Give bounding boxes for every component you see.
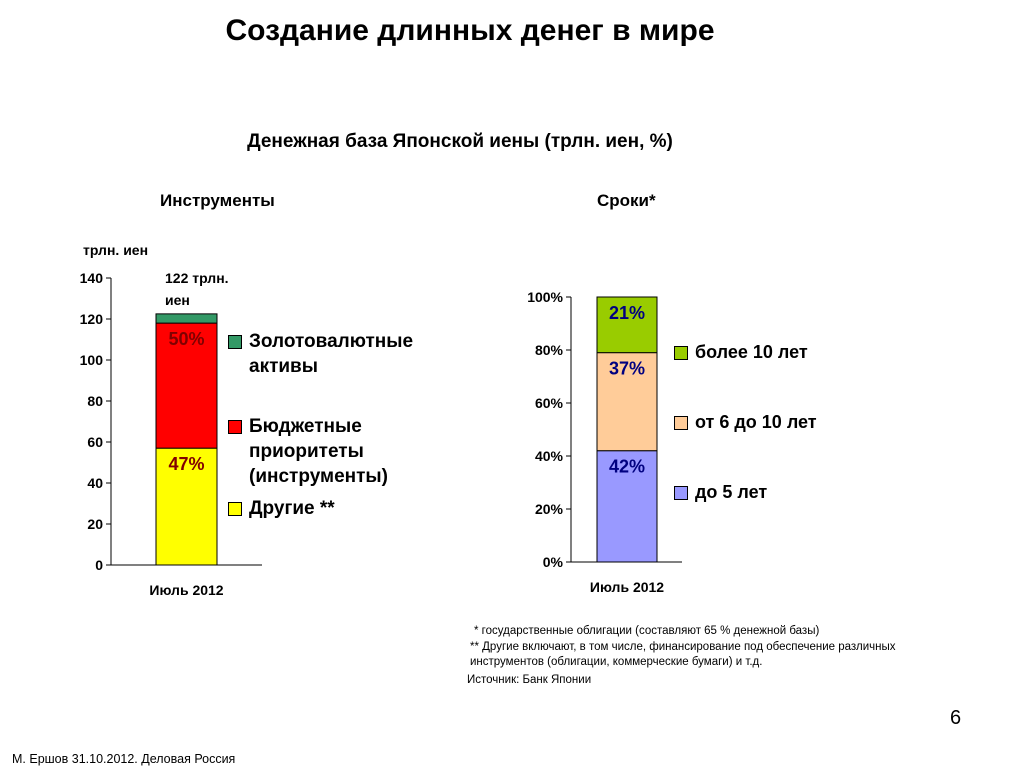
total-annotation-line1: 122 трлн.: [165, 270, 229, 286]
maturity-y-tick-label: 80%: [535, 342, 564, 358]
instruments-y-tick-label: 80: [87, 393, 103, 409]
instruments-y-tick-label: 60: [87, 434, 103, 450]
instruments-data-label-1: 50%: [168, 329, 204, 349]
legend-label-over-10: более 10 лет: [695, 342, 808, 362]
legend-swatch-over-10: [674, 346, 688, 360]
instruments-data-label-0: 47%: [168, 454, 204, 474]
left-unit-label: трлн. иен: [83, 242, 149, 258]
instruments-y-tick-label: 0: [95, 557, 103, 573]
maturity-bar-segment-0: [596, 450, 658, 563]
instruments-bar-segment-2: [155, 313, 218, 324]
footer-author: М. Ершов 31.10.2012. Деловая Россия: [12, 752, 236, 766]
legend-label-fx-assets-1: Золотовалютные: [249, 331, 414, 352]
instruments-y-tick-label: 120: [80, 311, 104, 327]
instruments-y-tick-label: 100: [80, 352, 104, 368]
legend-swatch-6-10: [674, 416, 688, 430]
legend-swatch-fx-assets: [228, 335, 242, 349]
legend-label-budget-2: приоритеты: [249, 441, 364, 462]
legend-item-over-10: более 10 лет: [674, 341, 874, 363]
maturity-bar-segment-2: [596, 296, 658, 354]
instruments-y-tick-label: 20: [87, 516, 103, 532]
footnote-3: инструментов (облигации, коммерческие бу…: [470, 656, 763, 668]
maturity-category-label: Июль 2012: [590, 579, 664, 595]
legend-label-fx-assets-2: активы: [249, 356, 318, 377]
legend-swatch-budget: [228, 420, 242, 434]
total-annotation-line2: иен: [165, 292, 190, 308]
legend-item-fx-assets: Золотовалютные активы: [228, 329, 448, 379]
footnote-2: ** Другие включают, в том числе, финанси…: [470, 641, 896, 653]
maturity-legend: более 10 лет от 6 до 10 лет до 5 лет: [674, 341, 874, 503]
chart-subtitle: Денежная база Японской иены (трлн. иен, …: [247, 131, 673, 152]
legend-item-under-5: до 5 лет: [674, 481, 874, 503]
maturity-data-label-1: 37%: [609, 359, 645, 379]
left-panel-heading: Инструменты: [160, 191, 275, 210]
legend-label-budget-1: Бюджетные: [249, 416, 362, 437]
maturity-data-label-2: 21%: [609, 303, 645, 323]
maturity-y-tick-label: 20%: [535, 501, 564, 517]
maturity-y-tick-label: 0%: [543, 554, 564, 570]
legend-item-6-10: от 6 до 10 лет: [674, 411, 874, 433]
maturity-bar-segment-1: [596, 352, 658, 452]
legend-label-other: Другие **: [249, 498, 335, 519]
legend-item-other: Другие **: [228, 496, 448, 521]
legend-label-budget-3: (инструменты): [249, 466, 388, 487]
legend-swatch-other: [228, 502, 242, 516]
legend-item-budget: Бюджетные приоритеты (инструменты): [228, 414, 448, 489]
instruments-y-tick-label: 40: [87, 475, 103, 491]
page-number: 6: [950, 707, 962, 729]
source-note: Источник: Банк Японии: [467, 674, 592, 686]
right-panel-heading: Сроки*: [597, 191, 656, 210]
maturity-data-label-0: 42%: [609, 457, 645, 477]
maturity-y-tick-label: 60%: [535, 395, 564, 411]
maturity-y-tick-label: 100%: [527, 289, 563, 305]
legend-swatch-under-5: [674, 486, 688, 500]
instruments-y-tick-label: 140: [80, 270, 104, 286]
instruments-category-label: Июль 2012: [149, 582, 223, 598]
legend-label-6-10: от 6 до 10 лет: [695, 412, 817, 432]
slide-title: Создание длинных денег в мире: [225, 14, 715, 47]
instruments-legend: Золотовалютные активы Бюджетные приорите…: [228, 329, 448, 521]
footnote-1: * государственные облигации (составляют …: [474, 625, 820, 637]
maturity-y-tick-label: 40%: [535, 448, 564, 464]
total-annotation: 122 трлн. иен: [165, 267, 229, 311]
legend-label-under-5: до 5 лет: [695, 482, 768, 502]
